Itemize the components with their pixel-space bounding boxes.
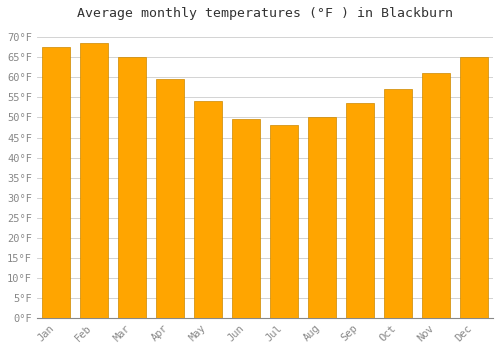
Bar (308, 118, 336, 318)
Bar (422, 74, 450, 318)
Bar (80, 43, 108, 318)
Bar (270, 126, 298, 318)
Bar (346, 104, 374, 318)
Title: Average monthly temperatures (°F ) in Blackburn: Average monthly temperatures (°F ) in Bl… (77, 7, 453, 20)
Bar (384, 89, 412, 318)
Bar (232, 119, 260, 318)
Bar (42, 47, 70, 318)
Bar (460, 57, 488, 318)
Bar (118, 57, 146, 318)
Bar (156, 79, 184, 318)
Bar (194, 102, 222, 318)
